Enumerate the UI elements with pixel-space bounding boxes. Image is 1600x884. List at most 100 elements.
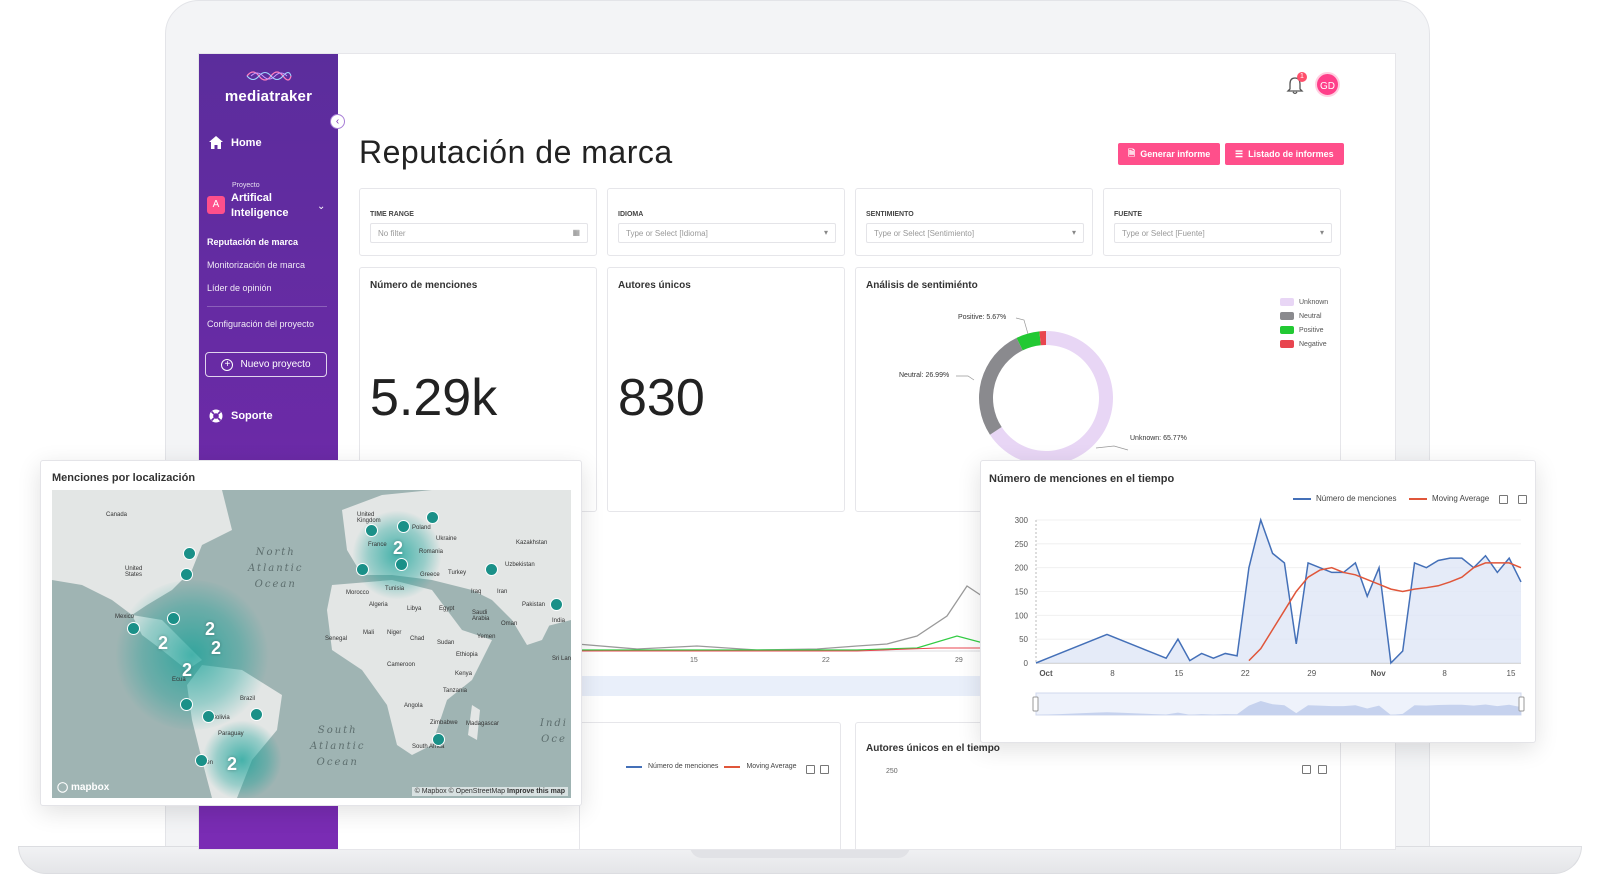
legend-label: Neutral	[1299, 312, 1322, 320]
report-list-button[interactable]: ☰ Listado de informes	[1225, 143, 1344, 165]
map-point[interactable]	[183, 547, 196, 560]
chevron-down-icon[interactable]: ▾	[1071, 228, 1076, 237]
project-badge: A	[207, 196, 225, 214]
attribution-text[interactable]: © Mapbox © OpenStreetMap	[414, 788, 506, 795]
sidebar-item-reputacion[interactable]: Reputación de marca	[207, 237, 299, 247]
chevron-down-icon[interactable]: ▾	[1319, 228, 1324, 237]
y-tick-label: 0	[1024, 659, 1029, 668]
country-label: Kenya	[455, 671, 473, 677]
chevron-down-icon[interactable]: ▾	[823, 228, 828, 237]
donut-slice-neutral[interactable]	[979, 337, 1023, 435]
sidebar-item-configuracion[interactable]: Configuración del proyecto	[207, 319, 315, 329]
legend-label: Moving Average	[1432, 494, 1490, 503]
new-project-button[interactable]: + Nuevo proyecto	[205, 352, 327, 377]
cluster-count[interactable]: 2	[393, 538, 404, 558]
legend-item-negative[interactable]: Negative	[1280, 340, 1328, 348]
country-label: Canada	[106, 512, 128, 518]
legend-label: Unknown	[1299, 298, 1329, 306]
series-line-moving-average[interactable]	[1248, 562, 1522, 662]
project-selector[interactable]: Proyecto A Artifical Inteligence ⌄	[207, 182, 331, 221]
filter-placeholder: No filter	[378, 229, 406, 238]
sidebar-item-support[interactable]: Soporte	[209, 409, 273, 423]
generate-report-button[interactable]: 🗎 Generar informe	[1118, 143, 1221, 165]
card-title: Número de menciones	[370, 280, 478, 291]
idioma-select[interactable]: Type or Select [Idioma] ▾	[618, 223, 836, 243]
map-card: Menciones por localización North Atlanti…	[40, 460, 582, 806]
improve-map-link[interactable]: Improve this map	[507, 788, 565, 795]
fuente-select[interactable]: Type or Select [Fuente] ▾	[1114, 223, 1332, 243]
country-label: Iraq	[471, 589, 482, 595]
x-tick-label: 15	[1507, 669, 1516, 678]
sidebar-item-home[interactable]: Home	[209, 136, 262, 149]
x-tick-label: Nov	[1371, 669, 1387, 678]
map-point[interactable]	[426, 511, 439, 524]
zoom-icon[interactable]	[806, 765, 815, 774]
legend-swatch	[1280, 326, 1294, 334]
mapbox-logo[interactable]: ◯ mapbox	[57, 782, 110, 793]
legend-item-moving-average[interactable]: Moving Average	[1409, 494, 1489, 503]
map-point[interactable]	[250, 708, 263, 721]
zoom-handle-right[interactable]	[1518, 696, 1525, 712]
legend-item-neutral[interactable]: Neutral	[1280, 312, 1328, 320]
logo[interactable]: mediatraker	[199, 66, 338, 105]
donut-slice-negative[interactable]	[1039, 331, 1046, 346]
logo-text: mediatraker	[224, 88, 313, 105]
legend-label: Número de menciones	[648, 763, 719, 770]
donut-slice-positive[interactable]	[1016, 331, 1041, 351]
calendar-icon[interactable]: ▦	[572, 228, 580, 237]
map-point[interactable]	[127, 622, 140, 635]
map-point[interactable]	[485, 563, 498, 576]
series-line-mentions[interactable]	[1035, 517, 1522, 665]
cluster-count[interactable]: 2	[158, 633, 169, 653]
country-label: United Kingdom	[357, 512, 381, 524]
cluster-count[interactable]: 2	[211, 638, 222, 658]
leader-line	[956, 375, 975, 381]
mentions-map[interactable]: North Atlantic Ocean South Atlantic Ocea…	[52, 490, 571, 798]
mapbox-text: mapbox	[70, 782, 110, 793]
country-label: Senegal	[325, 636, 348, 642]
ocean-label: North Atlantic Ocean	[248, 545, 303, 593]
new-project-label: Nuevo proyecto	[240, 359, 311, 370]
sidebar-item-monitorizacion[interactable]: Monitorización de marca	[207, 260, 306, 270]
map-point[interactable]	[167, 612, 180, 625]
sentimiento-select[interactable]: Type or Select [Sentimiento] ▾	[866, 223, 1084, 243]
restore-icon[interactable]	[1318, 765, 1327, 774]
country-label: Pakistan	[522, 602, 546, 608]
map-point[interactable]	[365, 524, 378, 537]
restore-icon[interactable]	[1518, 495, 1527, 504]
legend-item-positive[interactable]: Positive	[1280, 326, 1328, 334]
map-point[interactable]	[180, 568, 193, 581]
legend-item-mentions[interactable]: Número de menciones	[1293, 494, 1396, 503]
map-point[interactable]	[180, 698, 193, 711]
zoom-icon[interactable]	[1499, 495, 1508, 504]
collapse-sidebar-button[interactable]: ‹	[330, 114, 345, 129]
divider	[207, 306, 327, 307]
y-tick-label: 100	[1015, 611, 1029, 620]
cluster-count[interactable]: 2	[205, 619, 216, 639]
restore-icon[interactable]	[820, 765, 829, 774]
x-tick-label: 8	[1442, 669, 1447, 678]
time-range-input[interactable]: No filter ▦	[370, 223, 588, 243]
map-point[interactable]	[356, 563, 369, 576]
map-point[interactable]	[432, 733, 445, 746]
chevron-down-icon[interactable]: ⌄	[317, 201, 326, 212]
ocean-label: South Atlantic Ocean	[310, 723, 365, 771]
map-point[interactable]	[202, 710, 215, 723]
project-name: Artifical Inteligence	[231, 192, 289, 219]
zoom-icon[interactable]	[1302, 765, 1311, 774]
avatar[interactable]: GD	[1315, 72, 1340, 97]
map-point[interactable]	[195, 754, 208, 767]
legend-item-unknown[interactable]: Unknown	[1280, 298, 1328, 306]
cluster-count[interactable]: 2	[227, 754, 238, 774]
project-subnav: Reputación de marca Monitorización de ma…	[207, 237, 327, 342]
sidebar-item-lider[interactable]: Líder de opinión	[207, 283, 272, 293]
legend-swatch	[1280, 298, 1294, 306]
map-point[interactable]	[397, 520, 410, 533]
cluster-count[interactable]: 2	[182, 660, 193, 680]
zoom-handle-left[interactable]	[1032, 696, 1039, 712]
filter-placeholder: Type or Select [Fuente]	[1122, 229, 1205, 238]
map-point[interactable]	[550, 598, 563, 611]
map-point[interactable]	[395, 558, 408, 571]
card-title: Menciones por localización	[52, 472, 196, 484]
filter-fuente: FUENTE Type or Select [Fuente] ▾	[1103, 188, 1341, 256]
